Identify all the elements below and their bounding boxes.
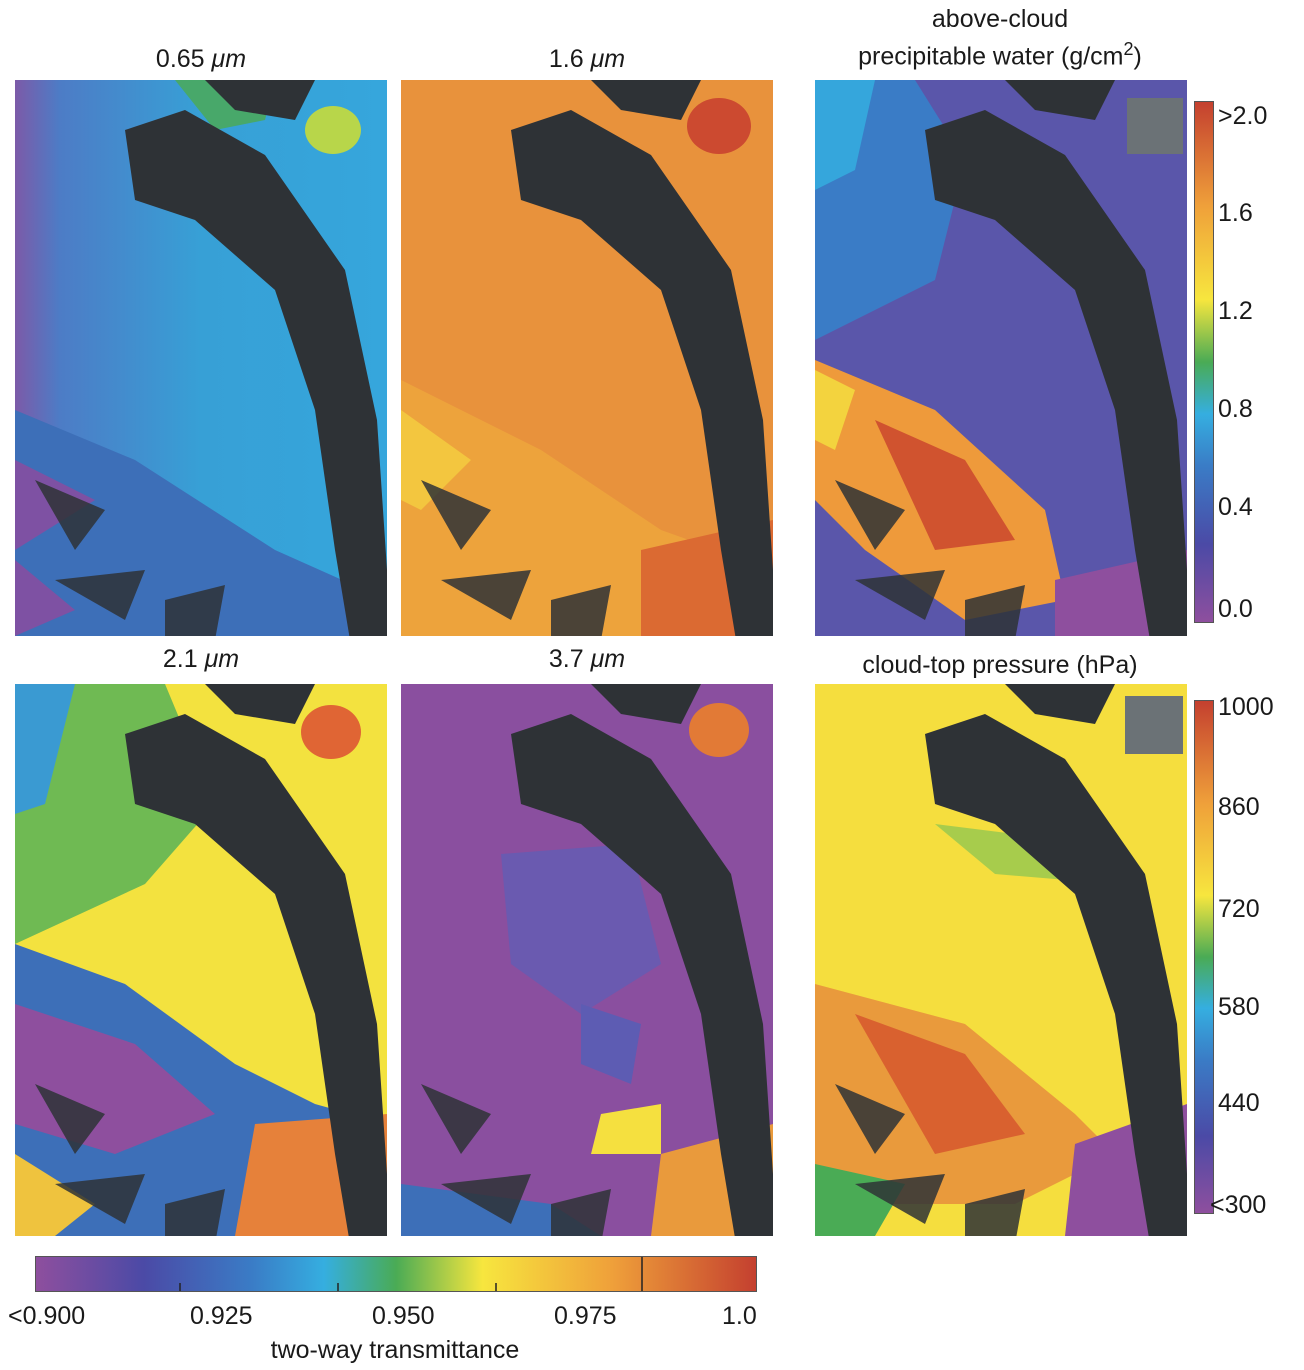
- title-unit: μm: [204, 645, 240, 673]
- title-unit: μm: [590, 45, 626, 73]
- title-text: 3.7: [548, 645, 591, 673]
- ctp-tick-1: 860: [1218, 793, 1260, 821]
- image-panel-cloud-top-pressure: [815, 684, 1187, 1236]
- panel-title-precip-water: above-cloud precipitable water (g/cm2): [800, 4, 1200, 71]
- title-close: ): [1133, 42, 1142, 71]
- title-unit: μm: [590, 645, 626, 673]
- pw-tick-5: 0.0: [1218, 595, 1253, 623]
- image-panel-21um: [15, 684, 387, 1236]
- pw-tick-1: 1.6: [1218, 199, 1253, 227]
- ctp-tick-0: 1000: [1218, 693, 1274, 721]
- panel-title-cloud-top-pressure: cloud-top pressure (hPa): [862, 651, 1138, 679]
- trans-tick-3: 0.975: [554, 1302, 617, 1330]
- panel-title-16: 1.6 μm: [401, 44, 773, 74]
- panel-title-21: 2.1 μm: [15, 644, 387, 674]
- title-text: 1.6: [548, 45, 591, 73]
- missing-data-patch: [1127, 98, 1183, 154]
- missing-data-patch: [1125, 696, 1183, 754]
- image-panel-16um: [401, 80, 773, 636]
- trans-tick-1: 0.925: [190, 1302, 253, 1330]
- trans-tick-0: <0.900: [8, 1302, 86, 1330]
- colorbar-transmittance: [35, 1256, 757, 1292]
- trans-tick-4: 1.0: [722, 1302, 757, 1330]
- title-text: 0.65: [155, 45, 212, 73]
- colorbar-cloud-top-pressure: [1194, 700, 1214, 1214]
- trans-tick-2: 0.950: [372, 1302, 435, 1330]
- pw-tick-2: 1.2: [1218, 297, 1253, 325]
- pw-tick-3: 0.8: [1218, 395, 1253, 423]
- title-line1: above-cloud: [931, 5, 1069, 33]
- ctp-tick-2: 720: [1218, 895, 1260, 923]
- pw-tick-0: >2.0: [1218, 102, 1268, 130]
- image-panel-065um: [15, 80, 387, 636]
- title-text: 2.1: [162, 645, 205, 673]
- ctp-tick-3: 580: [1218, 993, 1260, 1021]
- panel-title-37: 3.7 μm: [401, 644, 773, 674]
- image-panel-37um: [401, 684, 773, 1236]
- colorbar-precip-water: [1194, 101, 1214, 623]
- pw-tick-4: 0.4: [1218, 493, 1253, 521]
- ctp-tick-5: <300: [1210, 1191, 1267, 1219]
- ctp-tick-4: 440: [1218, 1089, 1260, 1117]
- title-sup: 2: [1123, 39, 1134, 59]
- title-unit: μm: [211, 45, 247, 73]
- image-panel-precip-water: [815, 80, 1187, 636]
- title-line2: precipitable water (g/cm: [858, 42, 1124, 71]
- panel-title-065: 0.65 μm: [15, 44, 387, 74]
- transmittance-axis-label: two-way transmittance: [270, 1336, 520, 1364]
